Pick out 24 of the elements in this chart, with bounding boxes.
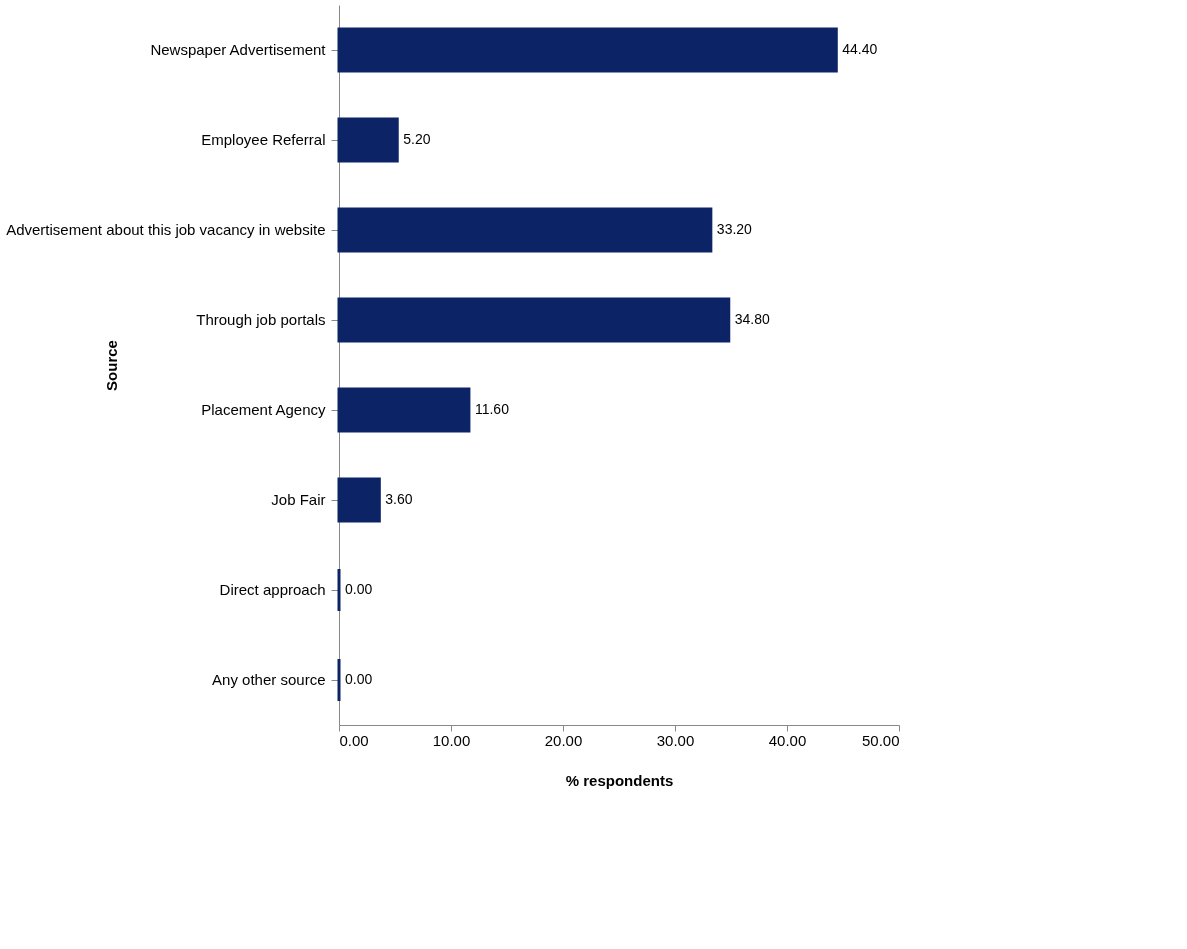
x-tick-label: 40.00 xyxy=(768,731,807,749)
x-tick-label: 30.00 xyxy=(656,731,695,749)
x-tick-label: 0.00 xyxy=(339,731,369,749)
x-axis-title: % respondents xyxy=(565,771,674,789)
data-label: 11.60 xyxy=(474,401,510,417)
y-tick-label: Employee Referral xyxy=(201,131,326,148)
y-tick-label: Direct approach xyxy=(219,581,326,598)
x-tick-label: 20.00 xyxy=(544,731,583,749)
y-tick-label: Through job portals xyxy=(196,311,326,328)
data-label: 0.00 xyxy=(345,671,373,687)
y-tick-label: Newspaper Advertisement xyxy=(150,41,327,58)
data-label: 34.80 xyxy=(734,311,771,327)
y-tick-label: Job Fair xyxy=(271,491,326,508)
y-axis-title: Source xyxy=(102,340,120,391)
data-label: 3.60 xyxy=(385,491,413,507)
data-label: 44.40 xyxy=(842,41,878,57)
y-tick-label: Any other source xyxy=(212,671,326,688)
data-label: 5.20 xyxy=(403,131,431,147)
x-tick-label: 50.00 xyxy=(861,731,900,749)
data-label: 0.00 xyxy=(345,581,373,597)
x-tick-label: 10.00 xyxy=(432,731,471,749)
y-tick-label: Placement Agency xyxy=(201,401,326,418)
y-tick-label: Advertisement about this job vacancy in website xyxy=(6,221,326,238)
data-label: 33.20 xyxy=(716,221,753,237)
